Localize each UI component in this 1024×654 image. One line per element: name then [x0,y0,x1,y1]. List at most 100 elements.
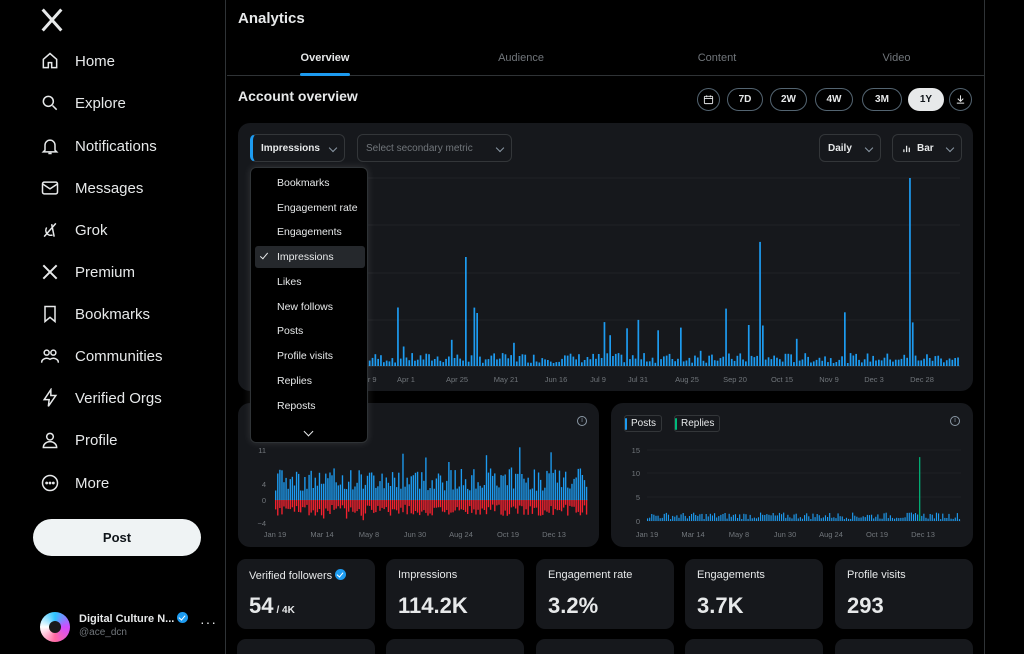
dropdown-item-profile-visits[interactable]: Profile visits [277,350,334,362]
post-button[interactable]: Post [33,519,201,556]
sidebar-item-premium[interactable]: Premium [40,257,135,287]
chart-bar [770,359,773,366]
metric-card-impressions[interactable]: Impressions 114.2K [386,559,524,629]
range-4w-button[interactable]: 4W [815,88,853,111]
chart-bar [515,361,518,366]
metric-card-engagement-rate[interactable]: Engagement rate 3.2% [536,559,674,629]
chart-bar [462,360,464,366]
y-tick-label: 15 [632,446,640,455]
positive-bar [281,470,283,500]
negative-bar [433,500,435,508]
chart-bar [411,353,413,366]
metric-card-engagements[interactable]: Engagements 3.7K [685,559,823,629]
sidebar-item-notifications[interactable]: Notifications [40,131,157,161]
range-3m-button[interactable]: 3M [862,88,902,111]
sidebar-item-grok[interactable]: Grok [40,215,108,245]
chart-bar [810,362,812,366]
dropdown-item-engagement-rate[interactable]: Engagement rate [277,202,358,214]
negative-bar [400,500,402,508]
posts-bar [914,513,917,521]
dropdown-item-posts[interactable]: Posts [277,325,304,337]
range-1y-button[interactable]: 1Y [908,88,944,111]
tab-video[interactable]: Video [805,40,988,76]
chart-bar [527,362,529,366]
posts-bar [885,512,887,521]
communities-icon [40,349,60,363]
tab-audience[interactable]: Audience [423,40,619,76]
metric-card-partial[interactable] [536,639,674,654]
tab-content[interactable]: Content [619,40,815,76]
posts-bar [663,513,665,521]
sidebar-item-home[interactable]: Home [40,46,115,76]
info-icon[interactable]: i [950,416,960,426]
chart-bar [705,362,708,366]
sidebar-item-messages[interactable]: Messages [40,173,143,203]
sidebar-item-more[interactable]: More [40,468,109,498]
posts-bar [755,518,758,521]
metric-card-partial[interactable] [386,639,524,654]
posts-bar [902,517,904,521]
chart-bar [832,363,835,366]
posts-bar [954,517,956,521]
metric-card-partial[interactable] [237,639,375,654]
sidebar-item-verified-orgs[interactable]: Verified Orgs [40,383,162,413]
chart-type-select[interactable]: Bar [892,134,962,162]
metric-card-partial[interactable] [685,639,823,654]
posts-bar [670,519,672,521]
positive-bar [425,457,427,500]
dropdown-item-replies[interactable]: Replies [277,375,313,387]
dropdown-item-new-follows[interactable]: New follows [277,301,334,313]
dropdown-item-engagements[interactable]: Engagements [277,226,342,238]
negative-bar [406,500,408,515]
dropdown-item-bookmarks[interactable]: Bookmarks [277,177,330,189]
positive-bar [289,479,291,500]
negative-bar [293,500,296,512]
positive-bar [391,472,394,500]
metric-card-partial[interactable] [835,639,973,654]
account-switcher[interactable]: Digital Culture N... @ace_dcn ··· [40,610,220,642]
negative-bar [535,500,538,508]
positive-bar [421,472,423,500]
metric-card-profile-visits[interactable]: Profile visits 293 [835,559,973,629]
posts-bar [659,518,661,521]
dropdown-item-reposts[interactable]: Reposts [277,400,316,412]
range-2w-button[interactable]: 2W [770,88,807,111]
negative-bar [494,500,496,512]
tab-overview[interactable]: Overview [227,40,423,76]
sidebar-item-profile[interactable]: Profile [40,425,118,455]
chart-bar [380,355,382,366]
secondary-metric-select[interactable]: Select secondary metric [357,134,512,162]
posts-bar [933,518,935,521]
x-tick-label: Jun 16 [545,375,568,384]
dropdown-item-likes[interactable]: Likes [277,276,302,288]
chart-bar [589,359,592,366]
tab-label: Video [882,52,911,64]
negative-bar [464,500,467,512]
legend-replies[interactable]: Replies [674,415,721,432]
calendar-button[interactable] [697,88,720,111]
info-icon[interactable]: i [577,416,587,426]
sidebar-item-communities[interactable]: Communities [40,341,163,371]
metric-card-verified-followers[interactable]: Verified followers 54/ 4K [237,559,375,629]
sidebar-item-explore[interactable]: Explore [40,88,126,118]
legend-posts[interactable]: Posts [624,415,663,432]
chevron-down-icon[interactable] [303,426,314,437]
dropdown-item-impressions[interactable]: Impressions [255,246,365,268]
chart-bar [798,360,801,366]
chart-bar [425,353,428,366]
positive-bar [569,488,571,500]
negative-bar [437,500,440,508]
posts-bar [923,513,925,521]
negative-bar [308,500,310,516]
more-options-icon[interactable]: ··· [200,614,217,630]
primary-metric-select[interactable]: Impressions [250,134,345,162]
x-logo-icon[interactable] [38,6,66,34]
granularity-select[interactable]: Daily [819,134,881,162]
posts-bar [906,512,908,521]
sidebar-item-bookmarks[interactable]: Bookmarks [40,299,150,329]
positive-bar [565,471,567,500]
range-7d-button[interactable]: 7D [727,88,763,111]
posts-bar [676,515,678,521]
download-button[interactable] [949,88,972,111]
negative-bar [533,500,536,508]
